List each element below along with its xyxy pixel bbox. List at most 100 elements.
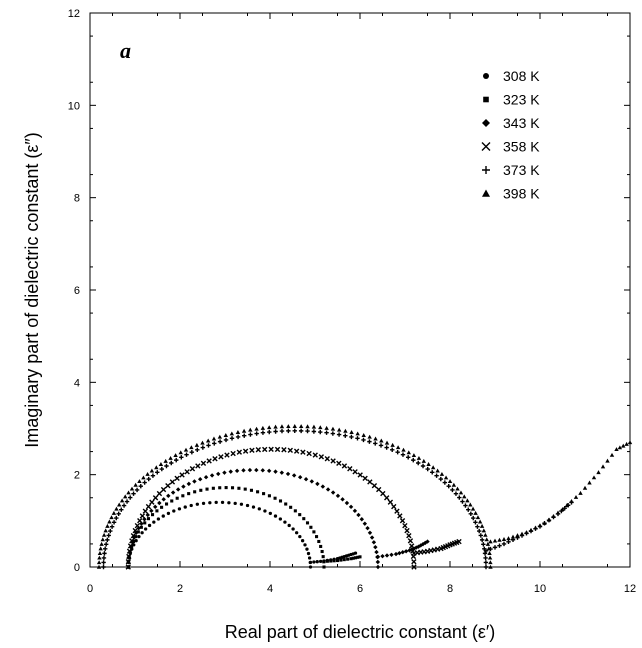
data-point [297, 474, 303, 480]
data-point [233, 501, 237, 505]
data-point [260, 468, 265, 473]
data-point [189, 503, 193, 508]
data-point [200, 440, 205, 445]
data-point [230, 486, 235, 490]
data-point [247, 467, 253, 473]
data-point [217, 434, 223, 439]
data-point [125, 559, 132, 565]
data-point [257, 507, 261, 511]
data-point [375, 559, 381, 565]
data-point [483, 548, 489, 554]
data-point [349, 430, 354, 435]
data-point [393, 551, 399, 557]
data-point [492, 545, 498, 550]
data-point [268, 511, 272, 516]
data-point [152, 520, 156, 524]
legend: 308 K 323 K 343 K 358 K 373 K 398 K [481, 68, 540, 202]
data-point [195, 463, 201, 469]
data-point [206, 458, 212, 464]
data-point [130, 532, 137, 539]
data-point [281, 447, 287, 453]
data-point [160, 505, 164, 509]
data-point [234, 468, 240, 474]
x-tick-label: 8 [447, 583, 453, 595]
data-point [223, 437, 229, 443]
data-point [347, 466, 353, 472]
data-point [305, 428, 310, 434]
data-point [222, 470, 227, 475]
data-point [187, 492, 191, 496]
data-point [355, 436, 360, 441]
data-point [175, 496, 179, 500]
data-point [129, 486, 135, 491]
data-point [189, 466, 196, 472]
data-point [349, 557, 353, 561]
data-point [451, 482, 457, 487]
data-point [483, 564, 489, 570]
data-point [430, 470, 435, 475]
x-axis-title: Real part of dielectric constant (ε′) [225, 622, 496, 642]
legend-label: 373 K [503, 162, 540, 178]
data-point [312, 530, 316, 534]
data-point [373, 441, 378, 446]
data-point [384, 553, 390, 558]
data-point [605, 458, 610, 463]
data-point [101, 555, 107, 561]
data-point [361, 437, 366, 443]
data-point [336, 460, 342, 467]
legend-label: 323 K [503, 92, 540, 108]
data-point [205, 438, 211, 443]
data-point [475, 524, 480, 529]
data-point [484, 537, 489, 542]
data-point [279, 424, 285, 429]
axis-ticks [89, 12, 631, 568]
data-point [617, 445, 623, 450]
y-tick-label: 6 [74, 285, 80, 297]
data-point [324, 456, 330, 462]
legend-marker [482, 189, 490, 197]
data-point [132, 527, 138, 534]
data-point [273, 469, 278, 474]
data-point [160, 486, 167, 493]
data-point [214, 500, 218, 505]
data-point [145, 512, 150, 518]
data-point [149, 468, 155, 473]
legend-label: 358 K [503, 139, 540, 155]
data-point [278, 499, 283, 503]
data-point [242, 448, 249, 454]
data-point [477, 519, 483, 524]
data-point [98, 546, 103, 551]
data-point [103, 542, 109, 547]
data-point [295, 531, 299, 535]
data-point [309, 525, 313, 529]
data-point [254, 426, 259, 431]
data-point [157, 500, 162, 506]
data-point [279, 470, 285, 475]
series-373-k [101, 428, 574, 570]
data-point [156, 490, 163, 497]
data-point [105, 537, 110, 543]
data-point [390, 447, 395, 453]
data-point [142, 517, 147, 522]
data-point [487, 555, 493, 560]
data-point [353, 551, 358, 555]
data-point [134, 535, 138, 539]
data-point [298, 513, 302, 517]
data-point [172, 509, 176, 513]
data-point [492, 538, 498, 543]
data-point [138, 484, 143, 489]
data-point [236, 449, 243, 455]
data-point [142, 508, 149, 514]
series-358-k [125, 446, 462, 570]
data-point [376, 486, 382, 493]
data-point [203, 474, 209, 480]
data-point [291, 473, 297, 478]
data-point [416, 460, 421, 466]
data-point [335, 493, 341, 499]
data-point [217, 439, 223, 444]
data-point [224, 486, 228, 490]
data-point [450, 487, 455, 493]
data-point [206, 443, 211, 448]
data-point [245, 503, 250, 508]
data-point [555, 510, 561, 515]
